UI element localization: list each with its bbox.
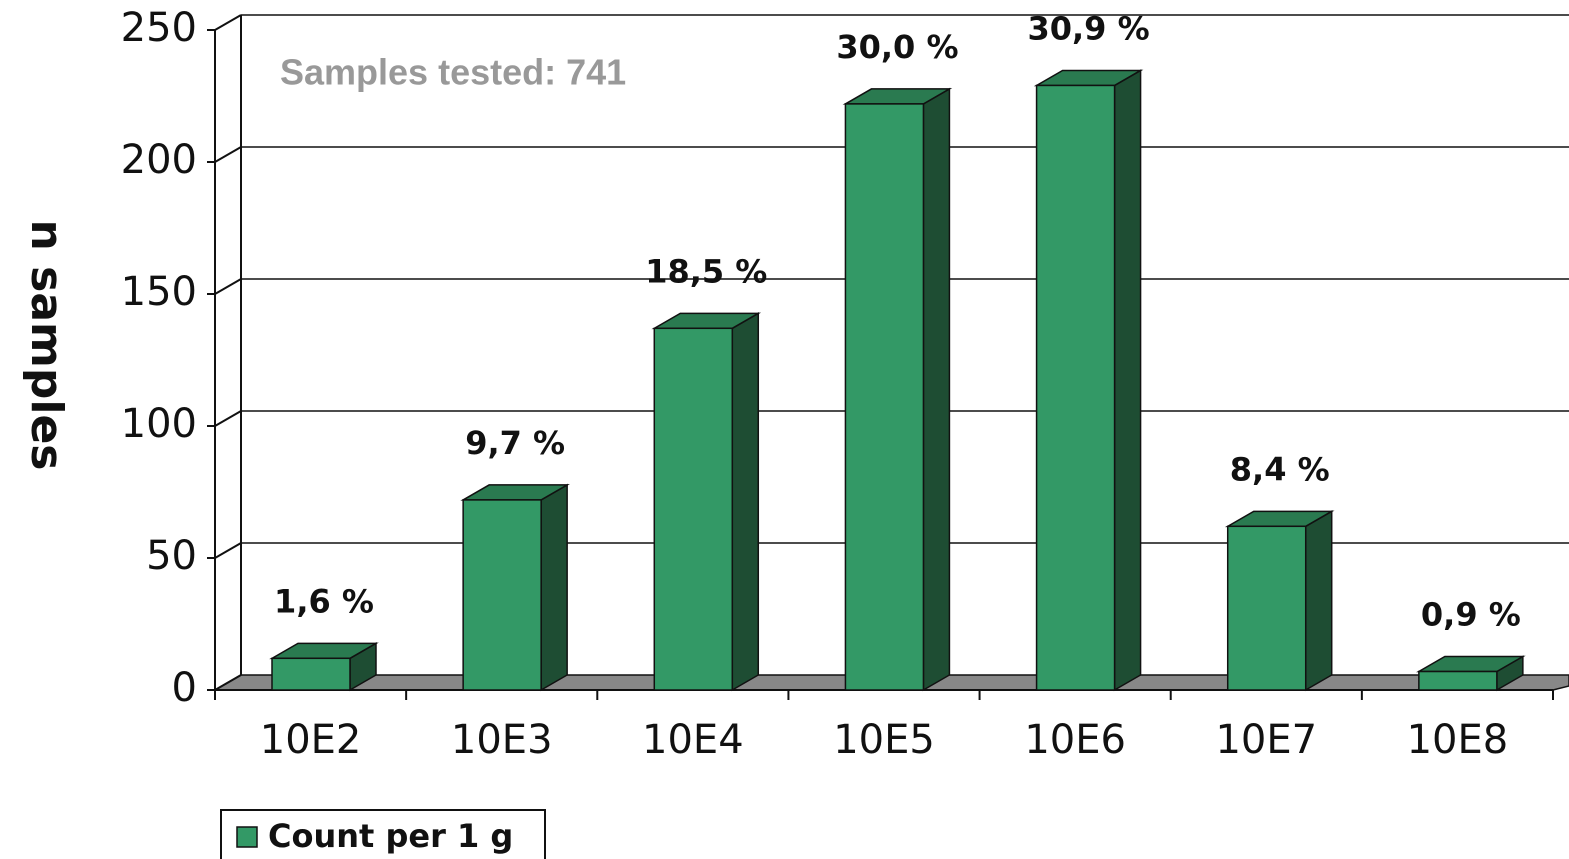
y-axis-label: n samples [21, 220, 72, 471]
x-tick-label: 10E3 [451, 717, 553, 763]
y-tick-depth [214, 542, 242, 559]
bar [1418, 670, 1498, 691]
y-tick-depth [214, 146, 242, 163]
y-tick-depth [214, 674, 242, 691]
bar [271, 657, 351, 691]
y-tick-label: 50 [146, 533, 197, 579]
legend-box [220, 809, 546, 859]
bar [653, 327, 734, 691]
legend-swatch [236, 826, 258, 848]
x-tick-label: 10E6 [1024, 717, 1126, 763]
y-tick-depth [214, 14, 242, 31]
x-tick-label: 10E2 [260, 717, 362, 763]
y-tick-label: 200 [121, 137, 197, 183]
x-tick-label: 10E4 [642, 717, 744, 763]
bar [1226, 525, 1307, 691]
bar-side [1113, 69, 1142, 692]
bar-side [922, 87, 951, 692]
data-label: 9,7 % [465, 424, 565, 462]
y-tick-label: 100 [121, 401, 197, 447]
x-tick-label: 10E5 [833, 717, 935, 763]
bar [1035, 84, 1116, 691]
legend-label: Count per 1 g [268, 817, 513, 855]
data-label: 30,0 % [836, 28, 958, 66]
data-label: 0,9 % [1421, 596, 1521, 634]
bar-side [1304, 510, 1333, 692]
data-label: 8,4 % [1230, 450, 1330, 488]
annotation: Samples tested: 741 [280, 52, 626, 93]
bar [462, 499, 542, 691]
bar [844, 103, 925, 691]
data-label: 30,9 % [1027, 9, 1149, 47]
x-tick-label: 10E7 [1215, 717, 1317, 763]
bar-side [731, 312, 760, 692]
y-tick-label: 0 [172, 665, 197, 711]
data-label: 1,6 % [274, 582, 374, 620]
y-tick-label: 250 [121, 5, 197, 51]
bar-side [540, 483, 568, 692]
data-label: 18,5 % [645, 252, 767, 290]
y-tick-depth [214, 410, 242, 427]
y-tick-label: 150 [121, 269, 197, 315]
y-tick-depth [214, 278, 242, 295]
x-tick-label: 10E8 [1407, 717, 1509, 763]
